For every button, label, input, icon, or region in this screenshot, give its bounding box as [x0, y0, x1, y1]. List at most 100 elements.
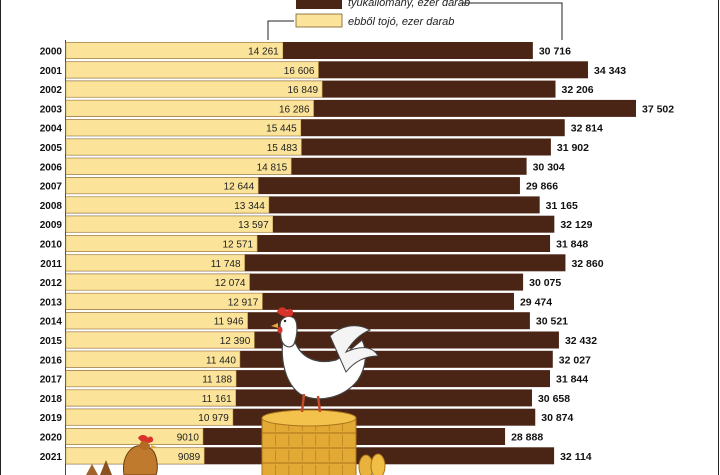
value-label-total: 31 165 — [546, 200, 578, 212]
bar-hens — [65, 350, 241, 368]
bar-hens — [65, 389, 236, 407]
year-label: 2000 — [40, 47, 63, 58]
frame-left-border — [0, 0, 1, 475]
value-label-hens: 14 815 — [257, 162, 288, 173]
bar-hens — [65, 428, 204, 445]
bar-hens — [65, 177, 259, 194]
frame-right-border — [718, 0, 719, 475]
bar-hens — [65, 138, 302, 156]
value-label-total: 30 521 — [536, 316, 568, 328]
bar-hens — [65, 80, 323, 98]
value-label-hens: 11 188 — [202, 375, 232, 386]
brown-hen-tail-feather — [100, 460, 112, 475]
value-label-hens: 13 344 — [234, 201, 265, 212]
value-label-total: 31 902 — [557, 142, 589, 154]
bar-hens — [65, 42, 284, 59]
brown-hen-beak — [151, 445, 157, 449]
value-label-hens: 16 606 — [284, 66, 315, 77]
legend-swatch-hens — [295, 13, 343, 28]
value-label-total: 30 658 — [538, 393, 570, 405]
year-label: 2007 — [40, 182, 63, 193]
value-label-hens: 11 748 — [211, 259, 241, 270]
legend-connector-total — [460, 2, 563, 40]
value-label-total: 34 343 — [594, 65, 626, 77]
year-label: 2019 — [40, 413, 63, 424]
hen-neck — [279, 315, 298, 348]
hen-body — [281, 336, 367, 400]
value-label-total: 31 844 — [556, 374, 588, 386]
bar-hens — [65, 331, 255, 349]
year-label: 2006 — [40, 162, 63, 173]
bar-hens — [65, 273, 250, 291]
coin-layer — [261, 447, 357, 464]
value-label-total: 32 129 — [560, 219, 592, 231]
bar-hens — [65, 61, 319, 79]
value-label-total: 30 716 — [539, 46, 571, 58]
year-label: 2021 — [40, 452, 63, 463]
loose-coin — [370, 453, 386, 475]
year-label: 2017 — [40, 375, 63, 386]
hen-wattle — [277, 326, 283, 334]
year-label: 2012 — [40, 278, 63, 289]
legend: tyúkállomány, ezer darab ebből tojó, ezer… — [267, 0, 563, 40]
value-label-hens: 14 261 — [248, 47, 279, 58]
coin-layer — [261, 432, 357, 449]
value-label-hens: 12 074 — [215, 278, 246, 289]
value-label-hens: 12 571 — [222, 240, 253, 251]
year-label: 2011 — [40, 259, 62, 270]
year-label: 2016 — [40, 355, 63, 366]
hen-tail — [329, 325, 379, 373]
value-label-total: 30 075 — [529, 277, 561, 289]
year-label: 2005 — [40, 143, 63, 154]
bar-hens — [65, 100, 314, 117]
value-label-hens: 12 644 — [224, 182, 255, 193]
hen-legs — [300, 393, 322, 413]
value-label-total: 32 860 — [571, 258, 603, 270]
value-label-total: 28 888 — [511, 432, 543, 444]
coin-layer — [261, 462, 357, 475]
legend-label-hens: ebből tojó, ezer darab — [348, 16, 454, 28]
value-label-hens: 10 979 — [198, 413, 229, 424]
value-label-total: 29 866 — [526, 181, 558, 193]
year-label: 2001 — [40, 66, 63, 77]
hen-eye — [283, 319, 287, 323]
year-label: 2002 — [40, 85, 63, 96]
value-label-hens: 13 597 — [238, 220, 269, 231]
value-label-hens: 16 849 — [287, 85, 318, 96]
value-label-hens: 12 917 — [228, 297, 259, 308]
value-label-total: 30 874 — [541, 412, 573, 424]
year-label: 2018 — [40, 394, 63, 405]
value-label-total: 32 114 — [560, 451, 592, 463]
bar-hens — [65, 215, 273, 233]
value-label-hens: 11 161 — [202, 394, 232, 405]
bar-hens — [65, 408, 234, 426]
value-label-total: 32 027 — [559, 354, 591, 366]
year-label: 2013 — [40, 297, 63, 308]
value-label-total: 32 814 — [571, 123, 603, 135]
hen-beak — [271, 323, 278, 328]
value-label-hens: 15 445 — [266, 124, 297, 135]
value-label-hens: 9089 — [178, 452, 201, 463]
brown-hen-head — [140, 441, 150, 451]
value-label-hens: 16 286 — [279, 104, 310, 115]
value-label-total: 32 432 — [565, 335, 597, 347]
value-label-hens: 15 483 — [267, 143, 298, 154]
value-label-hens: 12 390 — [220, 336, 251, 347]
year-label: 2010 — [40, 240, 63, 251]
bar-hens — [65, 158, 292, 175]
bar-hens — [65, 119, 302, 136]
year-label: 2004 — [40, 124, 63, 135]
bar-hens — [65, 235, 258, 252]
bar-hens — [65, 293, 263, 310]
value-label-total: 30 304 — [533, 161, 565, 173]
value-label-total: 37 502 — [642, 103, 674, 115]
value-label-total: 31 848 — [556, 239, 588, 251]
value-label-hens: 9010 — [177, 433, 200, 444]
bar-hens — [65, 370, 237, 387]
coin-top — [261, 409, 357, 427]
value-label-hens: 11 946 — [214, 317, 244, 328]
legend-swatch-total — [296, 0, 342, 9]
brown-hen-illustration — [86, 435, 158, 475]
